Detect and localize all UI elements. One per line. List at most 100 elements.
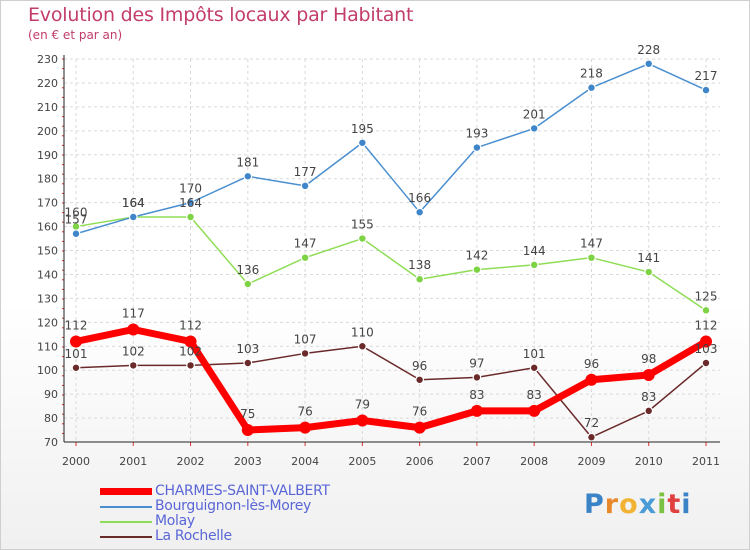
- legend-swatch-charmes: [100, 488, 152, 495]
- data-point: [301, 182, 309, 190]
- data-point: [187, 213, 194, 221]
- data-label: 96: [584, 357, 599, 371]
- legend-item-molay[interactable]: Molay: [100, 513, 430, 529]
- x-tick-label: 2003: [234, 455, 262, 468]
- data-label: 164: [122, 196, 145, 210]
- data-label: 155: [351, 218, 374, 232]
- data-label: 138: [408, 258, 431, 272]
- y-tick-label: 210: [37, 101, 58, 114]
- data-label: 83: [527, 388, 542, 402]
- chart-title: Evolution des Impôts locaux par Habitant: [28, 4, 414, 26]
- data-point: [359, 343, 366, 350]
- data-label: 112: [179, 318, 202, 332]
- data-label: 136: [236, 263, 259, 277]
- data-label: 166: [408, 191, 431, 205]
- data-point: [244, 359, 252, 367]
- data-point: [359, 235, 366, 242]
- data-label: 147: [294, 237, 317, 251]
- legend-label-la-rochelle: La Rochelle: [155, 528, 232, 544]
- data-label: 79: [355, 397, 370, 411]
- y-tick-label: 200: [37, 125, 58, 138]
- data-point: [645, 407, 652, 415]
- data-point: [473, 266, 481, 273]
- x-tick-label: 2004: [291, 455, 319, 468]
- data-label: 110: [351, 325, 374, 339]
- data-label: 72: [584, 416, 599, 430]
- data-label: 193: [465, 127, 488, 141]
- y-tick-label: 190: [37, 149, 58, 162]
- x-tick-label: 2011: [692, 455, 720, 468]
- data-label: 195: [351, 122, 374, 136]
- data-point: [528, 404, 541, 417]
- series-line-2: [75, 216, 707, 312]
- data-label: 97: [469, 356, 484, 370]
- y-tick-label: 180: [37, 173, 58, 186]
- data-label: 181: [236, 155, 259, 169]
- data-point: [130, 362, 137, 369]
- data-label: 101: [523, 347, 546, 361]
- data-point: [299, 421, 312, 434]
- legend-item-bourguignon[interactable]: Bourguignon-lès-Morey: [100, 498, 430, 514]
- x-tick-label: 2010: [635, 455, 663, 468]
- data-point: [530, 125, 538, 132]
- data-point: [72, 364, 80, 371]
- data-point: [645, 60, 652, 67]
- data-label: 76: [297, 405, 312, 419]
- data-point: [184, 335, 197, 348]
- data-point: [642, 368, 655, 381]
- data-point: [70, 335, 82, 348]
- y-tick-label: 170: [37, 197, 58, 210]
- data-label: 76: [412, 405, 427, 419]
- x-tick-label: 2006: [406, 455, 434, 468]
- y-tick-label: 70: [44, 436, 58, 449]
- logo-letter: i: [681, 489, 692, 520]
- data-point: [127, 323, 140, 336]
- data-point: [473, 374, 481, 381]
- y-tick-label: 150: [37, 245, 58, 258]
- data-label: 201: [523, 107, 546, 121]
- data-label: 83: [469, 388, 484, 402]
- legend-label-bourguignon: Bourguignon-lès-Morey: [155, 498, 311, 514]
- x-tick-label: 2001: [119, 455, 147, 468]
- series-line-3: [75, 345, 707, 438]
- logo-letter: i: [657, 489, 668, 520]
- data-label: 217: [695, 69, 718, 83]
- data-label: 164: [179, 196, 202, 210]
- data-point: [72, 223, 80, 230]
- y-tick-label: 230: [37, 53, 58, 66]
- data-label: 147: [580, 237, 603, 251]
- logo-letter: x: [638, 489, 658, 520]
- legend-swatch-bourguignon: [100, 506, 152, 508]
- data-label: 160: [65, 206, 88, 220]
- x-tick-label: 2009: [577, 455, 605, 468]
- legend-item-charmes[interactable]: CHARMES-SAINT-VALBERT: [100, 483, 430, 499]
- data-point: [702, 359, 710, 367]
- data-point: [187, 199, 194, 206]
- y-tick-label: 80: [44, 412, 58, 425]
- data-label: 107: [294, 332, 317, 346]
- data-label: 170: [179, 182, 202, 196]
- data-label: 112: [695, 318, 718, 332]
- legend-item-la-rochelle[interactable]: La Rochelle: [100, 528, 430, 544]
- data-label: 102: [122, 344, 145, 358]
- data-point: [473, 144, 481, 151]
- data-point: [530, 364, 538, 371]
- data-label: 103: [695, 342, 718, 356]
- x-tick-label: 2007: [463, 455, 491, 468]
- data-point: [72, 230, 80, 237]
- legend-label-molay: Molay: [155, 513, 195, 529]
- y-tick-label: 90: [44, 388, 58, 401]
- data-point: [585, 373, 598, 386]
- data-label: 141: [637, 251, 660, 265]
- x-tick-label: 2005: [348, 455, 376, 468]
- data-point: [301, 254, 309, 261]
- data-point: [413, 421, 426, 434]
- data-point: [588, 84, 595, 91]
- y-tick-label: 120: [37, 316, 58, 329]
- data-label: 144: [523, 244, 546, 258]
- y-tick-label: 130: [37, 292, 58, 305]
- data-point: [645, 268, 652, 276]
- data-point: [244, 173, 252, 180]
- data-label: 98: [641, 352, 656, 366]
